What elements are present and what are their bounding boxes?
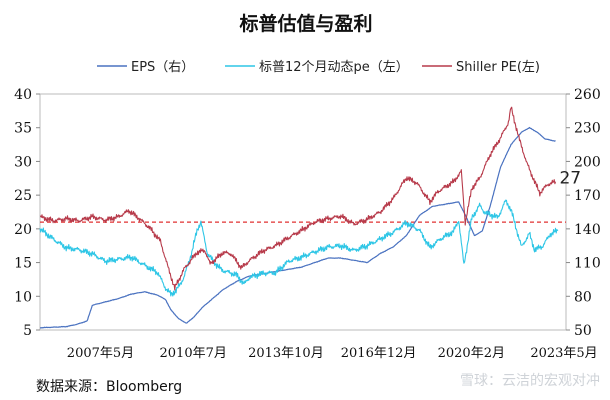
left-tick-label: 10	[14, 289, 32, 305]
left-axis: 5 10 15 20 25 30 35 40	[14, 87, 40, 339]
right-tick-label: 170	[574, 188, 601, 204]
x-tick-label: 2010年7月	[160, 346, 227, 361]
right-tick-label: 260	[574, 87, 601, 103]
right-tick-label: 140	[574, 222, 601, 238]
right-tick-label: 200	[574, 154, 601, 170]
legend-label: 标普12个月动态pe（左）	[259, 60, 409, 75]
series-line	[39, 106, 557, 291]
series-line	[40, 126, 556, 329]
left-tick-label: 15	[14, 256, 32, 272]
left-tick-label: 25	[14, 188, 32, 204]
plot-area	[39, 93, 567, 331]
chart-title: 标普估值与盈利	[239, 12, 372, 35]
right-tick-label: 50	[574, 323, 592, 339]
left-tick-label: 5	[23, 323, 32, 339]
series-line	[39, 199, 559, 297]
right-tick-label: 230	[574, 121, 601, 137]
right-axis: 50 80 110 140 170 200 230 260	[566, 87, 601, 339]
legend-label: EPS（右）	[131, 60, 194, 75]
series-layer	[39, 106, 559, 329]
annotation-label: 27	[559, 169, 581, 189]
left-tick-label: 20	[14, 222, 32, 238]
watermark: 雪球：云洁的宏观对冲	[460, 373, 600, 389]
x-tick-label: 2007年5月	[67, 346, 134, 361]
x-tick-label: 2020年2月	[438, 346, 505, 361]
x-tick-label: 2013年10月	[248, 346, 324, 361]
x-tick-label: 2023年5月	[530, 346, 597, 361]
right-tick-label: 110	[574, 256, 601, 272]
x-tick-label: 2016年12月	[341, 346, 417, 361]
legend-label: Shiller PE(左)	[456, 60, 540, 75]
left-tick-label: 30	[14, 154, 32, 170]
x-axis: 2007年5月 2010年7月 2013年10月 2016年12月 2020年2月 202…	[67, 346, 598, 361]
right-tick-label: 80	[574, 289, 592, 305]
left-tick-label: 40	[14, 87, 32, 103]
source-note: 数据来源：Bloomberg	[36, 379, 183, 395]
left-tick-label: 35	[14, 121, 32, 137]
legend: EPS（右） 标普12个月动态pe（左） Shiller PE(左)	[97, 60, 540, 75]
